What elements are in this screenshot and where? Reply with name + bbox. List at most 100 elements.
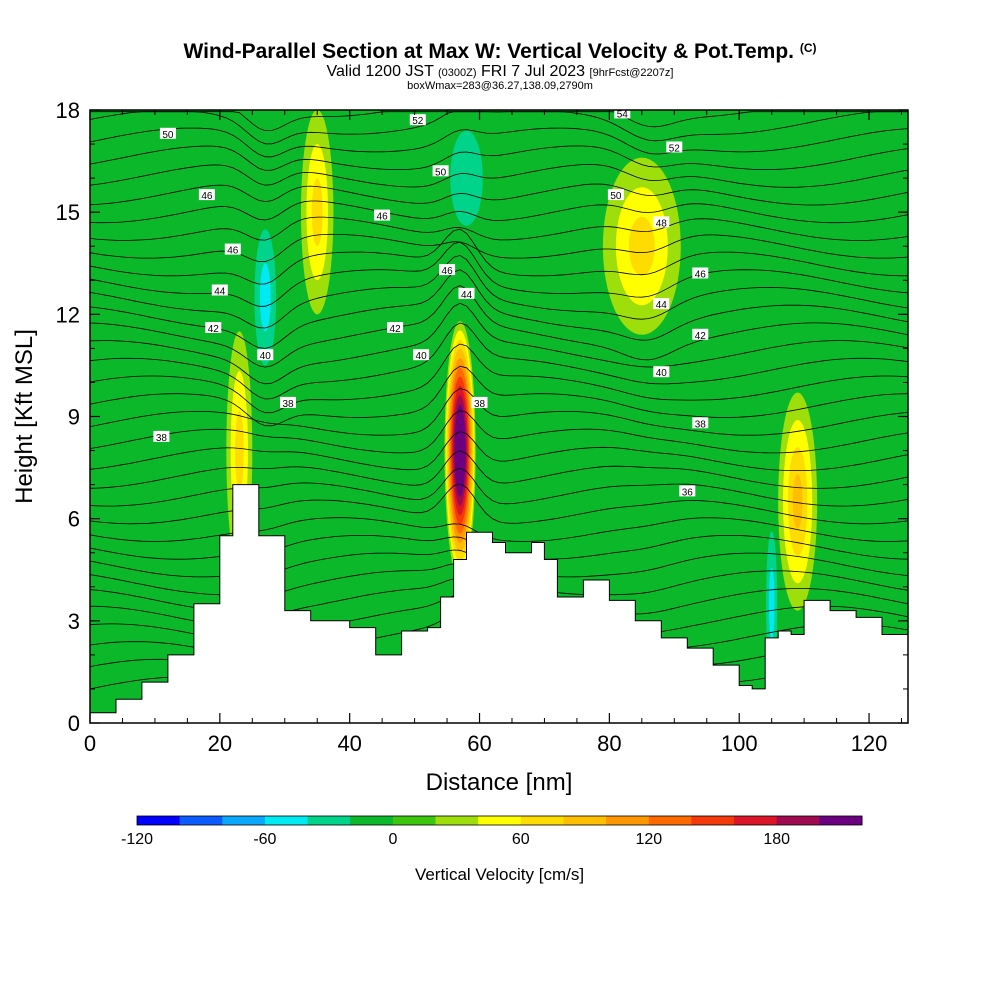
- colorbar-swatch: [392, 816, 436, 825]
- theta-label-group: 52: [666, 141, 683, 155]
- colorbar-swatch: [435, 816, 479, 825]
- velocity-band: [259, 263, 271, 332]
- theta-contour-line: [90, 216, 908, 241]
- x-tick-label: 120: [851, 731, 888, 756]
- theta-label-group: 46: [374, 209, 391, 223]
- theta-contour-line: [90, 228, 908, 285]
- y-tick-label: 12: [56, 302, 80, 327]
- theta-label: 44: [461, 290, 473, 301]
- theta-label-group: 38: [153, 430, 170, 444]
- theta-label-bg: [458, 287, 475, 299]
- theta-label-group: 50: [159, 127, 176, 141]
- theta-label-group: 46: [198, 189, 215, 202]
- theta-label-bg: [692, 328, 709, 340]
- theta-label: 46: [377, 212, 389, 223]
- valid-utc: (0300Z): [438, 67, 477, 79]
- theta-label-bg: [607, 189, 624, 201]
- theta-label-bg: [653, 216, 670, 228]
- theta-label-group: 48: [653, 216, 670, 229]
- colorbar-swatch: [520, 816, 564, 825]
- theta-contour-line: [90, 365, 908, 427]
- theta-label: 54: [617, 109, 629, 120]
- theta-contour-line: [90, 467, 908, 507]
- theta-label: 38: [695, 419, 707, 430]
- plot-area: 50 52 54 52 50 50 46 46 48 46 46 46 44 44 44 42 42 42 40 40…: [90, 109, 908, 723]
- theta-label: 46: [695, 270, 707, 281]
- x-tick-label: 80: [597, 731, 621, 756]
- theta-contour-line: [90, 269, 908, 349]
- y-tick-label: 18: [56, 98, 80, 123]
- velocity-band: [234, 410, 244, 491]
- theta-label-group: 40: [653, 366, 670, 379]
- theta-label-group: 52: [409, 114, 426, 127]
- colorbar-swatch: [563, 816, 607, 825]
- theta-label-bg: [257, 349, 274, 361]
- theta-label-group: 50: [432, 165, 449, 178]
- y-tick-label: 3: [68, 609, 80, 634]
- theta-label-bg: [198, 189, 215, 201]
- x-tick-label: 100: [721, 731, 758, 756]
- theta-label-group: 50: [607, 189, 624, 202]
- colorbar-swatch: [137, 816, 181, 825]
- colorbar-swatch: [478, 816, 522, 825]
- theta-label-bg: [653, 298, 670, 310]
- theta-label: 52: [669, 144, 681, 155]
- colorbar-title: Vertical Velocity [cm/s]: [415, 865, 584, 884]
- y-axis-title: Height [Kft MSL]: [11, 329, 38, 504]
- theta-label-bg: [159, 127, 176, 139]
- x-tick-label: 40: [337, 731, 361, 756]
- theta-label: 52: [412, 116, 424, 127]
- velocity-band: [311, 178, 323, 247]
- colorbar-swatch: [264, 816, 308, 825]
- colorbar-tick-label: -60: [253, 831, 276, 848]
- forecast-info: [9hrFcst@2207z]: [589, 67, 674, 79]
- theta-contour-line: [90, 483, 908, 525]
- theta-contour-line: [90, 302, 908, 385]
- colorbar-swatch: [350, 816, 394, 825]
- theta-label-bg: [439, 264, 456, 276]
- velocity-band: [792, 474, 803, 529]
- theta-label-group: 44: [458, 287, 475, 301]
- theta-label: 50: [435, 167, 447, 178]
- theta-label: 42: [695, 331, 707, 342]
- theta-contour-line: [90, 410, 908, 454]
- theta-contour-line: [90, 388, 908, 436]
- theta-label-group: 38: [280, 396, 296, 410]
- theta-contour-line: [90, 183, 908, 206]
- theta-label-group: 42: [205, 322, 222, 335]
- x-tick-label: 60: [467, 731, 491, 756]
- colorbar: -120 -60 0 60 120 180: [121, 815, 863, 848]
- theta-label-bg: [409, 114, 426, 126]
- theta-label-bg: [374, 209, 391, 221]
- colorbar-swatch: [307, 816, 351, 825]
- theta-label: 46: [442, 266, 454, 277]
- theta-label: 46: [227, 246, 239, 257]
- theta-label-group: 44: [211, 284, 228, 298]
- theta-label-bg: [679, 485, 696, 497]
- colorbar-swatch: [819, 816, 863, 825]
- theta-contour-labels: 50 52 54 52 50 50 46 46 48 46 46 46 44 44 44 42 42 42 40 40…: [153, 109, 709, 498]
- theta-label: 40: [656, 368, 668, 379]
- theta-label: 44: [214, 287, 226, 298]
- colorbar-swatch: [606, 816, 650, 825]
- theta-label-group: 46: [439, 264, 456, 277]
- valid-prefix: Valid 1200 JST: [326, 63, 434, 80]
- theta-label-group: 46: [224, 243, 241, 257]
- colorbar-tick-label: 60: [512, 831, 530, 848]
- theta-label-bg: [692, 417, 709, 429]
- colorbar-swatch: [648, 816, 692, 825]
- colorbar-tick-label: 120: [635, 831, 662, 848]
- colorbar-tick-label: 0: [388, 831, 397, 848]
- chart-title-mark: (C): [799, 41, 817, 55]
- theta-label-bg: [432, 165, 449, 177]
- chart-title: Wind-Parallel Section at Max W: Vertical…: [0, 36, 1000, 64]
- theta-label: 50: [610, 191, 622, 202]
- theta-label-bg: [153, 430, 170, 442]
- theta-contour-line: [90, 285, 908, 368]
- y-tick-label: 0: [68, 711, 80, 736]
- theta-label-bg: [692, 267, 709, 279]
- y-tick-label: 9: [68, 405, 80, 430]
- theta-label-bg: [387, 322, 404, 333]
